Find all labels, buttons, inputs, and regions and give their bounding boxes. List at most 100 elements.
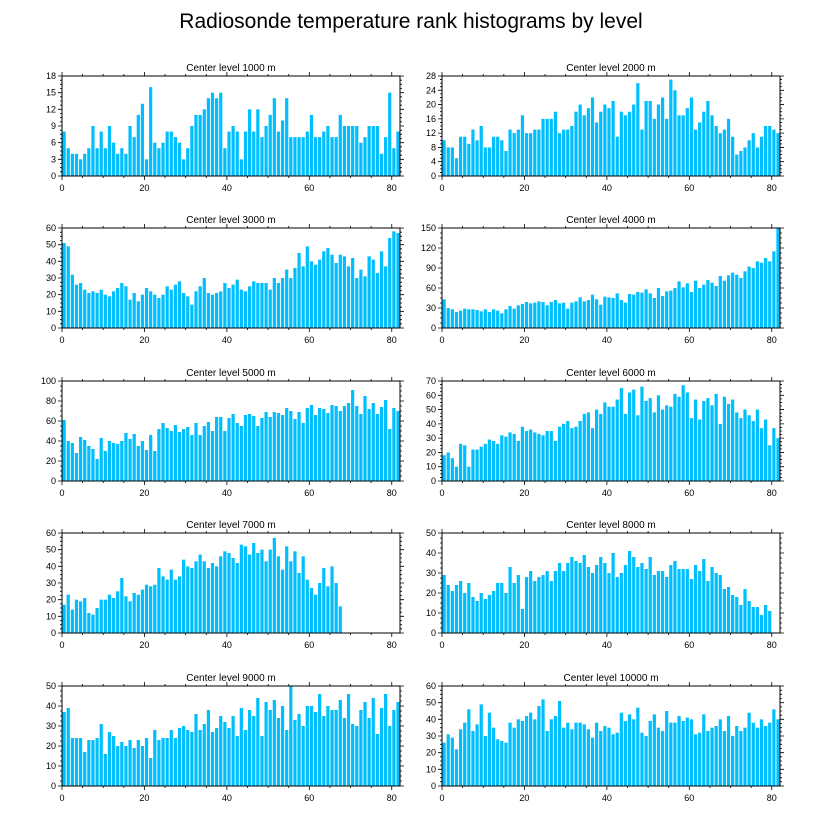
bar xyxy=(731,736,735,786)
bar xyxy=(384,400,388,481)
bar xyxy=(772,129,776,176)
bar xyxy=(132,434,136,481)
bar xyxy=(652,298,656,328)
bar xyxy=(603,402,607,481)
bar xyxy=(681,569,685,633)
bar xyxy=(714,726,718,786)
bar xyxy=(545,571,549,633)
bar xyxy=(210,563,215,633)
bar xyxy=(512,133,516,176)
x-tick-label: 20 xyxy=(139,335,149,345)
bar xyxy=(351,258,355,328)
bar xyxy=(496,443,500,481)
bar xyxy=(165,428,169,481)
bar xyxy=(660,571,665,633)
bar xyxy=(264,412,268,481)
bar xyxy=(392,148,396,176)
bar xyxy=(309,706,314,786)
bar xyxy=(62,712,66,786)
bar xyxy=(256,109,260,176)
bar xyxy=(107,296,112,328)
bar xyxy=(718,719,722,786)
bar xyxy=(206,568,210,633)
bar xyxy=(524,577,529,633)
tick-marks xyxy=(58,529,404,637)
bar xyxy=(574,561,578,633)
bar xyxy=(309,588,314,633)
x-tick-label: 0 xyxy=(439,335,444,345)
bar xyxy=(627,551,632,633)
bar xyxy=(309,114,314,176)
y-tick-label: 4 xyxy=(431,157,436,167)
panel-title: Center level 2000 m xyxy=(566,63,656,74)
bar xyxy=(190,435,194,481)
bar xyxy=(463,445,467,481)
bar xyxy=(272,538,276,633)
bar xyxy=(516,575,520,633)
x-tick-label: 40 xyxy=(602,183,612,193)
y-tick-label: 80 xyxy=(46,396,56,406)
bar xyxy=(149,87,153,176)
bar xyxy=(260,418,264,481)
bar xyxy=(346,266,351,328)
bar xyxy=(276,131,281,176)
bar xyxy=(458,443,463,481)
bar xyxy=(194,114,198,176)
bar xyxy=(644,736,648,786)
bar xyxy=(557,426,562,481)
bar xyxy=(305,246,309,328)
bar xyxy=(660,97,665,176)
y-tick-label: 20 xyxy=(426,447,436,457)
bar xyxy=(326,413,330,481)
bar xyxy=(586,412,590,481)
bar xyxy=(190,732,194,786)
bar xyxy=(99,289,103,328)
bar xyxy=(562,302,566,328)
bar xyxy=(359,710,363,786)
bar xyxy=(623,115,628,176)
bar xyxy=(656,395,661,481)
y-tick-label: 12 xyxy=(46,104,56,114)
bar xyxy=(562,571,566,633)
bar xyxy=(549,719,553,786)
x-tick-label: 40 xyxy=(602,335,612,345)
bar xyxy=(301,726,305,786)
bar xyxy=(276,556,281,633)
bar xyxy=(363,396,367,481)
bar xyxy=(566,129,570,176)
y-tick-label: 0 xyxy=(51,781,56,791)
bar xyxy=(487,595,492,633)
bar xyxy=(504,151,508,176)
x-tick-label: 80 xyxy=(767,793,777,803)
bar xyxy=(268,549,272,633)
bar xyxy=(231,284,235,328)
y-tick-label: 50 xyxy=(46,681,56,691)
x-tick-label: 60 xyxy=(304,335,314,345)
bar xyxy=(710,727,714,786)
bar xyxy=(313,594,318,633)
bar xyxy=(537,129,541,176)
bar xyxy=(206,710,210,786)
bar xyxy=(570,729,574,786)
bar xyxy=(206,98,210,176)
bar xyxy=(685,108,689,176)
bar xyxy=(190,126,194,176)
y-tick-label: 20 xyxy=(46,290,56,300)
bar xyxy=(227,418,231,481)
bar xyxy=(305,131,309,176)
bar xyxy=(500,741,504,786)
bar xyxy=(140,746,145,786)
bar xyxy=(599,413,603,481)
bar xyxy=(450,737,454,786)
x-tick-label: 80 xyxy=(387,640,397,650)
bar xyxy=(508,432,512,481)
bar xyxy=(463,308,467,328)
y-tick-label: 40 xyxy=(426,419,436,429)
bar xyxy=(99,438,103,481)
bar xyxy=(582,301,586,328)
bar xyxy=(268,114,272,176)
bar xyxy=(239,159,243,176)
bar xyxy=(768,126,772,176)
bar xyxy=(648,557,652,633)
bar xyxy=(500,313,504,328)
